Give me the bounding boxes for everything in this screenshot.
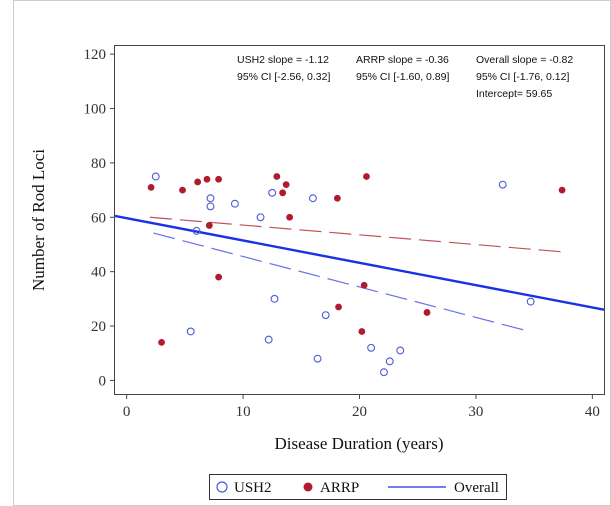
- ush2-point: [268, 188, 277, 197]
- arrp-point: [558, 186, 566, 194]
- arrp-point: [147, 183, 155, 191]
- ush2-point: [186, 327, 195, 336]
- legend: USH2 ARRP Overall: [216, 480, 499, 496]
- x-axis-ticks: 0 10 20 30 40: [123, 394, 600, 420]
- annotation-text: 95% CI [-2.56, 0.32]: [237, 71, 330, 83]
- ush2-point: [367, 343, 376, 352]
- y-tick-label: 20: [91, 319, 106, 335]
- ush2-point: [313, 354, 322, 363]
- legend-label: ARRP: [320, 480, 359, 496]
- arrp-point: [194, 178, 202, 186]
- y-tick-label: 40: [91, 265, 106, 281]
- plot-frame: [114, 45, 605, 395]
- y-tick-label: 80: [91, 156, 106, 172]
- legend-label: Overall: [454, 480, 499, 496]
- ush2-point: [206, 194, 215, 203]
- x-axis-title: Disease Duration (years): [275, 434, 444, 453]
- x-tick-label: 0: [123, 404, 131, 420]
- annotation-text: 95% CI [-1.60, 0.89]: [356, 71, 449, 83]
- ush2-point: [264, 335, 273, 344]
- fit-line-ush2: [153, 232, 531, 333]
- annotation-text: 95% CI [-1.76, 0.12]: [476, 71, 569, 83]
- arrp-point: [205, 222, 213, 229]
- ush2-point: [385, 357, 394, 366]
- arrp-point: [215, 175, 223, 183]
- y-tick-label: 120: [84, 47, 107, 63]
- legend-symbol-ush2: [216, 481, 228, 493]
- data-points: [147, 172, 566, 377]
- arrp-point: [335, 303, 342, 311]
- arrp-point: [273, 173, 281, 180]
- arrp-point: [179, 186, 186, 194]
- arrp-point: [203, 175, 211, 183]
- annotation-text: Overall slope = -0.82: [476, 54, 573, 66]
- ush2-point: [151, 172, 160, 181]
- ush2-point: [256, 213, 265, 222]
- x-tick-label: 30: [468, 404, 483, 420]
- arrp-point: [423, 309, 431, 316]
- arrp-point: [282, 181, 290, 189]
- ush2-point: [192, 226, 201, 235]
- x-tick-label: 40: [585, 404, 600, 420]
- y-axis-title: Number of Rod Loci: [29, 149, 48, 291]
- y-axis-ticks: 0 20 40 60 80 100 120: [84, 47, 115, 389]
- y-tick-label: 60: [91, 210, 106, 226]
- legend-box: [209, 474, 507, 500]
- x-tick-label: 20: [352, 404, 367, 420]
- arrp-point: [286, 213, 294, 221]
- arrp-point: [279, 189, 287, 197]
- arrp-point: [358, 328, 366, 335]
- annotation-text: USH2 slope = -1.12: [237, 54, 329, 66]
- y-tick-label: 0: [99, 373, 107, 389]
- ush2-point: [321, 311, 330, 320]
- ush2-point: [230, 199, 239, 208]
- arrp-point: [360, 281, 368, 289]
- ush2-point: [270, 294, 279, 303]
- x-tick-label: 10: [236, 404, 251, 420]
- annotation-text: Intercept= 59.65: [476, 88, 552, 100]
- y-tick-label: 100: [84, 102, 107, 118]
- ush2-point: [308, 194, 317, 203]
- legend-symbol-arrp: [303, 482, 313, 492]
- legend-label: USH2: [234, 480, 272, 496]
- arrp-point: [215, 273, 223, 281]
- fit-line-arrp: [149, 216, 563, 253]
- annotation-text: ARRP slope = -0.36: [356, 54, 449, 66]
- ush2-point: [396, 346, 405, 355]
- arrp-point: [158, 338, 165, 346]
- arrp-point: [333, 194, 341, 202]
- ush2-point: [498, 180, 507, 189]
- ush2-point: [380, 368, 388, 377]
- ush2-point: [206, 202, 215, 211]
- arrp-point: [363, 173, 370, 180]
- ush2-point: [526, 297, 535, 306]
- fit-lines: [114, 214, 605, 333]
- slope-annotations: USH2 slope = -1.12 95% CI [-2.56, 0.32] AR…: [237, 54, 573, 100]
- fit-line-overall: [114, 214, 605, 311]
